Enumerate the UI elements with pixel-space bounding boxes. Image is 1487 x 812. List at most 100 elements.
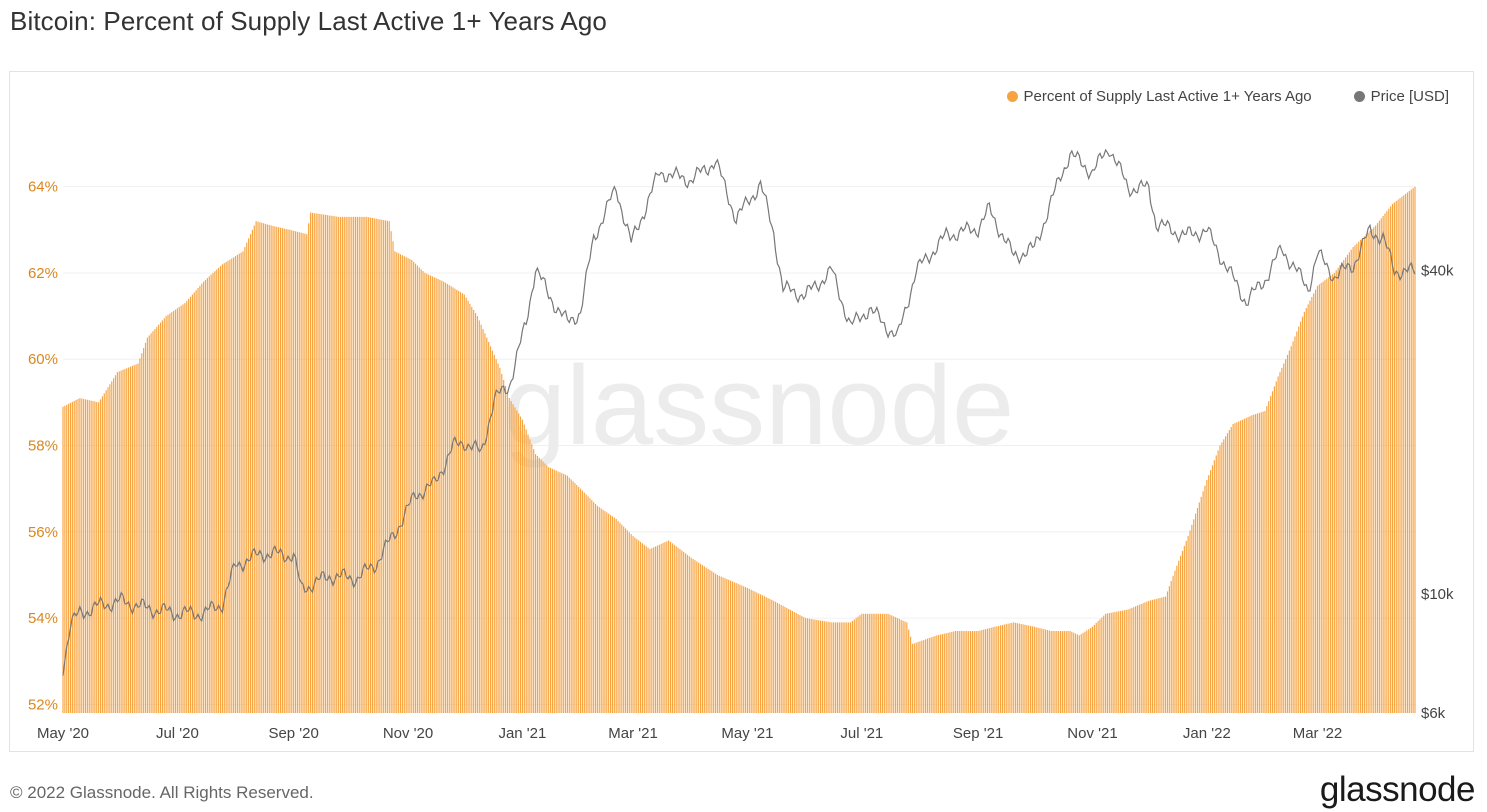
supply-bar[interactable] [542,461,544,713]
supply-bar[interactable] [317,213,319,713]
supply-bar[interactable] [1238,421,1240,713]
supply-bar[interactable] [238,253,240,713]
supply-bar[interactable] [1159,597,1161,713]
supply-bar[interactable] [1290,346,1292,713]
supply-bar[interactable] [1300,321,1302,713]
supply-bar[interactable] [1148,600,1150,713]
supply-bar[interactable] [1240,420,1242,713]
supply-bar[interactable] [242,251,244,713]
supply-bar[interactable] [1071,631,1073,713]
supply-bar[interactable] [525,429,527,713]
supply-bar[interactable] [885,613,887,713]
supply-bar[interactable] [776,602,779,713]
supply-bar[interactable] [902,620,904,713]
supply-bar[interactable] [1305,308,1307,713]
supply-bar[interactable] [799,615,801,713]
supply-bar[interactable] [388,221,390,714]
supply-bar[interactable] [808,618,810,713]
supply-bar[interactable] [1135,606,1137,713]
supply-bar[interactable] [1223,439,1225,713]
supply-bar[interactable] [1356,243,1358,713]
supply-bar[interactable] [823,621,825,713]
supply-bar[interactable] [863,613,865,713]
supply-bar[interactable] [311,212,313,713]
supply-bar[interactable] [870,613,872,713]
supply-bar[interactable] [1138,604,1140,713]
supply-bar[interactable] [216,269,218,713]
supply-bar[interactable] [1249,416,1251,713]
supply-bar[interactable] [1286,354,1289,713]
supply-bar[interactable] [694,560,696,713]
supply-bar[interactable] [443,281,445,713]
supply-bar[interactable] [624,528,627,713]
supply-bar[interactable] [555,470,557,713]
supply-bar[interactable] [639,541,642,713]
supply-bar[interactable] [861,613,863,713]
supply-bar[interactable] [677,547,679,713]
supply-bar[interactable] [315,213,317,713]
supply-bar[interactable] [572,481,574,713]
supply-bar[interactable] [932,636,934,713]
supply-bar[interactable] [296,231,298,713]
supply-bar[interactable] [92,401,94,713]
supply-bar[interactable] [664,542,666,713]
supply-bar[interactable] [482,329,484,713]
supply-bar[interactable] [339,216,342,714]
supply-bar[interactable] [968,631,970,713]
supply-bar[interactable] [705,567,707,713]
supply-bar[interactable] [364,216,366,714]
supply-bar[interactable] [1031,626,1034,713]
supply-bar[interactable] [1103,615,1105,713]
supply-bar[interactable] [804,618,807,713]
supply-bar[interactable] [985,629,987,713]
supply-bar[interactable] [255,221,257,714]
supply-bar[interactable] [261,222,263,714]
supply-bar[interactable] [1045,629,1047,713]
supply-bar[interactable] [1095,623,1097,713]
supply-bar[interactable] [744,587,747,713]
supply-bar[interactable] [1078,635,1080,713]
supply-bar[interactable] [1105,613,1107,713]
supply-bar[interactable] [910,636,912,713]
supply-bar[interactable] [300,232,302,713]
supply-bar[interactable] [1005,624,1007,713]
supply-bar[interactable] [716,574,719,713]
supply-bar[interactable] [887,613,889,713]
supply-bar[interactable] [1262,411,1264,713]
supply-bar[interactable] [426,273,428,713]
supply-bar[interactable] [143,348,145,713]
supply-bar[interactable] [690,557,692,713]
supply-bar[interactable] [1136,605,1139,713]
supply-bar[interactable] [818,620,820,713]
supply-bar[interactable] [523,424,525,713]
supply-bar[interactable] [214,271,216,713]
supply-bar[interactable] [585,494,587,713]
supply-bar[interactable] [1028,625,1030,713]
supply-bar[interactable] [1183,545,1185,713]
supply-bar[interactable] [1178,560,1180,713]
supply-bar[interactable] [418,267,420,713]
supply-bar[interactable] [1195,513,1197,713]
supply-bar[interactable] [915,642,917,713]
supply-bar[interactable] [1371,229,1373,713]
supply-bar[interactable] [1189,530,1191,713]
supply-bar[interactable] [570,479,572,713]
supply-bar[interactable] [1315,289,1317,713]
supply-bar[interactable] [371,217,373,713]
supply-bar[interactable] [1296,331,1298,713]
supply-bar[interactable] [276,226,278,713]
supply-bar[interactable] [1037,627,1039,713]
supply-bar[interactable] [1230,427,1232,713]
supply-bar[interactable] [1151,599,1154,713]
supply-bar[interactable] [1378,220,1380,713]
supply-bar[interactable] [679,549,681,713]
supply-bar[interactable] [714,573,717,713]
supply-bar[interactable] [536,455,538,713]
supply-bar[interactable] [1131,607,1133,713]
supply-bar[interactable] [1120,610,1122,713]
supply-bar[interactable] [1234,423,1236,713]
supply-bar[interactable] [1281,367,1283,713]
supply-bar[interactable] [244,247,246,713]
supply-bar[interactable] [86,399,88,713]
supply-bar[interactable] [1191,524,1193,713]
